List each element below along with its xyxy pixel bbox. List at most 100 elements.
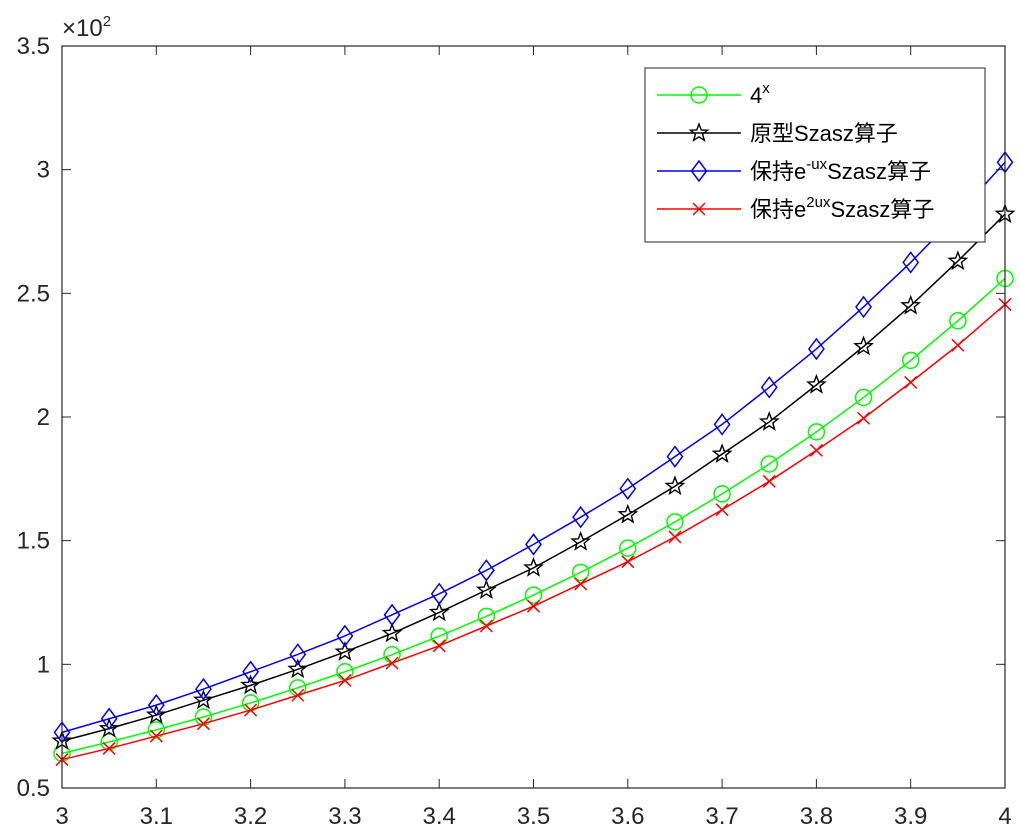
data-point-diamond	[713, 413, 731, 436]
x-tick-label: 3.8	[800, 803, 833, 830]
data-point-cross	[668, 530, 682, 544]
data-point-diamond	[430, 582, 448, 606]
data-point-star	[287, 658, 309, 679]
data-point-circle	[854, 388, 873, 407]
data-point-diamond	[147, 693, 165, 717]
data-point-diamond	[666, 445, 684, 468]
data-point-star	[570, 530, 592, 551]
legend-label: 原型Szasz算子	[750, 121, 898, 146]
data-point-circle	[619, 539, 637, 557]
legend-box	[644, 67, 986, 243]
y-exponent-label: ×102	[62, 13, 111, 42]
y-tick-label: 3	[37, 157, 50, 184]
x-tick-label: 3.6	[611, 803, 644, 830]
x-tick-label: 3.4	[423, 803, 456, 830]
data-point-cross	[291, 688, 305, 702]
data-point-cross	[715, 503, 729, 517]
data-point-diamond	[336, 624, 354, 648]
y-tick-label: 0.5	[17, 775, 50, 802]
data-point-diamond	[902, 251, 920, 274]
data-point-star	[688, 122, 710, 142]
data-point-cross	[574, 577, 588, 591]
data-point-star	[428, 601, 450, 622]
legend-label-sup: -ux	[806, 156, 827, 173]
x-tick-label: 3.3	[328, 803, 361, 830]
data-point-star	[900, 294, 922, 315]
data-point-circle	[147, 721, 166, 739]
data-point-circle	[477, 607, 496, 626]
y-exponent-text: ×102	[62, 13, 111, 42]
data-point-star	[145, 704, 167, 724]
data-point-cross	[432, 639, 446, 653]
series-1	[51, 203, 1016, 750]
data-point-circle	[194, 708, 213, 726]
data-point-circle	[524, 586, 543, 604]
data-point-star	[475, 579, 497, 600]
data-point-circle	[666, 513, 684, 531]
data-point-circle	[901, 351, 920, 370]
data-point-cross	[338, 673, 352, 687]
legend-label-sup: 2ux	[806, 194, 831, 211]
data-point-star	[193, 689, 214, 710]
data-point-cross	[904, 375, 918, 389]
legend-label: 保持e2uxSzasz算子	[750, 194, 934, 222]
data-point-star	[758, 410, 780, 431]
data-point-diamond	[807, 337, 825, 361]
data-point-diamond	[477, 559, 495, 582]
legend-item-0: 4x	[657, 80, 770, 108]
data-point-diamond	[383, 603, 401, 627]
legend-item-1: 原型Szasz算子	[657, 121, 898, 146]
data-point-diamond	[100, 707, 118, 730]
data-point-cross	[951, 338, 965, 352]
data-point-diamond	[195, 677, 212, 701]
legend-label-sup: x	[762, 80, 770, 97]
data-point-cross	[621, 555, 635, 569]
data-point-cross	[479, 619, 493, 633]
data-point-cross	[762, 474, 776, 488]
data-point-star	[947, 250, 969, 271]
x-tick-label: 3	[55, 803, 68, 830]
data-point-cross	[149, 729, 163, 743]
data-point-cross	[809, 443, 823, 457]
legend-label-base: 保持e	[750, 197, 806, 222]
data-point-star	[664, 475, 686, 496]
data-point-circle	[713, 485, 731, 503]
series-line	[61, 213, 1006, 742]
data-point-cross	[244, 703, 258, 717]
data-point-diamond	[525, 533, 542, 556]
data-point-star	[853, 335, 875, 356]
series-line	[61, 277, 1006, 755]
y-tick-label: 2.5	[17, 280, 50, 307]
data-point-star	[240, 674, 262, 695]
data-point-star	[98, 717, 120, 738]
legend-item-3: 保持e2uxSzasz算子	[657, 194, 934, 222]
series-3	[55, 297, 1012, 767]
data-point-circle	[949, 312, 967, 330]
data-point-star	[381, 622, 403, 643]
legend-label-base: 原型Szasz算子	[750, 121, 898, 146]
data-point-star	[805, 373, 827, 394]
data-point-cross	[196, 717, 210, 731]
data-point-cross	[857, 411, 871, 425]
x-tick-label: 3.2	[234, 803, 267, 830]
data-point-circle	[807, 423, 826, 441]
x-tick-label: 4	[998, 803, 1011, 830]
legend-label-tail: Szasz算子	[830, 197, 934, 222]
data-point-diamond	[690, 159, 708, 183]
ticks-layer: 3 3.1 3.2 3.3 3.4 3.5 3.6 3.7 3.8 3.9 4 0.5 1 1.5 2 2.5…	[17, 33, 1012, 830]
data-point-star	[523, 556, 544, 577]
x-tick-label: 3.1	[140, 803, 173, 830]
data-point-circle	[760, 455, 778, 473]
x-tick-label: 3.9	[894, 803, 927, 830]
data-point-star	[617, 503, 639, 524]
legend-label: 4x	[750, 80, 770, 108]
data-point-circle	[571, 563, 590, 582]
y-tick-label: 1	[37, 651, 50, 678]
data-point-diamond	[619, 477, 637, 500]
data-point-diamond	[242, 660, 260, 684]
data-point-diamond	[572, 505, 590, 529]
y-tick-label: 3.5	[17, 33, 50, 60]
data-point-diamond	[289, 643, 307, 666]
